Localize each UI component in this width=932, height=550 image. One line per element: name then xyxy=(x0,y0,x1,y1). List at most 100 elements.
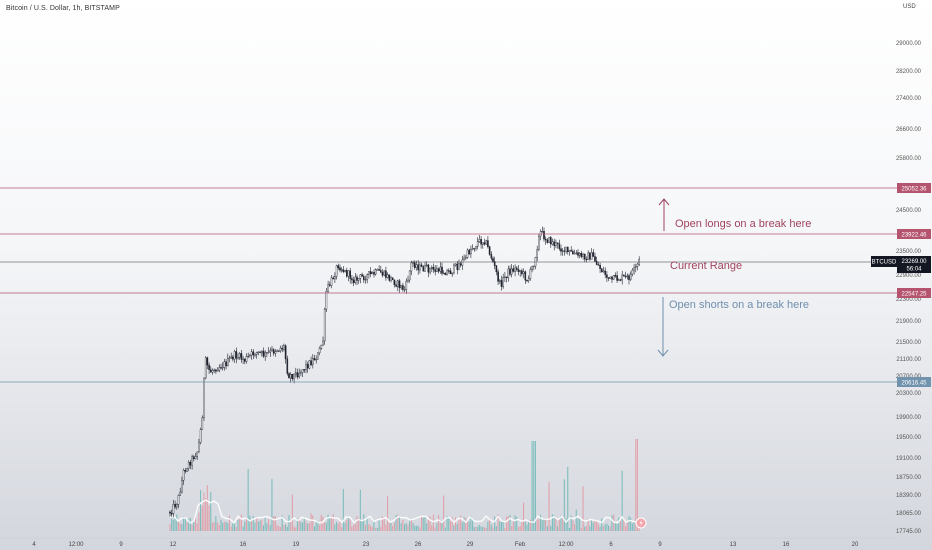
volume-bar xyxy=(373,522,375,531)
candle xyxy=(215,368,217,374)
candle xyxy=(444,272,447,276)
candle xyxy=(434,265,437,276)
candle xyxy=(567,246,569,255)
candle xyxy=(527,275,530,283)
volume-bar xyxy=(626,522,628,531)
volume-bar xyxy=(633,521,635,531)
volume-bar xyxy=(211,522,213,531)
volume-bar xyxy=(249,515,251,531)
candle xyxy=(196,451,199,460)
candle xyxy=(225,358,227,370)
candle xyxy=(174,500,176,509)
volume-bar xyxy=(213,522,215,531)
volume-bar xyxy=(196,523,198,531)
candle xyxy=(346,267,348,278)
bar-countdown: 56:04 xyxy=(906,267,922,273)
volume-bar xyxy=(422,517,424,531)
candle xyxy=(417,260,420,275)
volume-bar xyxy=(324,522,326,531)
candle xyxy=(395,280,397,288)
volume-bar xyxy=(492,527,494,531)
candle xyxy=(437,267,440,274)
current-price-badge: BTCUSD 23269.00 56:04 xyxy=(871,256,931,273)
candle xyxy=(376,268,379,271)
candle xyxy=(194,453,197,460)
candle xyxy=(327,280,329,294)
candle xyxy=(558,239,561,251)
time-tick-label: 20 xyxy=(852,542,859,548)
candle xyxy=(391,277,394,281)
candle xyxy=(286,355,289,376)
candle xyxy=(465,254,467,261)
price-tick-label: 22900.00 xyxy=(896,273,922,279)
candle xyxy=(342,266,345,274)
candle xyxy=(563,246,566,256)
candle xyxy=(611,275,613,283)
volume-bar xyxy=(455,517,457,531)
range-annotation[interactable]: Current Range xyxy=(670,260,742,272)
volume-bar xyxy=(429,516,431,531)
candle xyxy=(169,510,171,517)
volume-bar xyxy=(339,521,341,531)
flash-event-icon[interactable] xyxy=(635,517,647,529)
candle xyxy=(493,256,496,270)
candle xyxy=(427,263,430,278)
volume-bar xyxy=(366,517,368,531)
candle xyxy=(371,271,374,275)
volume-bar xyxy=(186,522,188,531)
candle xyxy=(368,271,370,279)
volume-bar xyxy=(568,527,570,531)
volume-bar xyxy=(262,525,264,531)
volume-bar xyxy=(602,526,604,531)
time-tick-label: 12:00 xyxy=(68,542,84,548)
volume-bar xyxy=(472,519,474,531)
volume-bar xyxy=(500,520,502,531)
volume-bar xyxy=(511,526,513,531)
candle xyxy=(199,427,202,445)
candle xyxy=(223,358,226,371)
price-tick-label: 28200.00 xyxy=(896,69,922,75)
candle xyxy=(179,487,182,496)
candle xyxy=(235,347,238,364)
volume-bar xyxy=(358,518,360,531)
volume-bar xyxy=(288,515,290,531)
volume-bar xyxy=(351,526,353,531)
candle xyxy=(499,278,501,284)
volume-bar xyxy=(336,521,338,531)
volume-bar xyxy=(252,515,254,531)
longs-annotation[interactable]: Open longs on a break here xyxy=(675,218,811,230)
volume-bar xyxy=(572,520,574,531)
candle xyxy=(551,238,554,246)
volume-bar xyxy=(509,514,511,531)
candle xyxy=(441,262,443,276)
candle xyxy=(429,267,431,275)
volume-bar xyxy=(261,519,263,531)
volume-bar xyxy=(524,521,526,531)
volume-bar xyxy=(460,515,462,531)
candle xyxy=(317,352,319,360)
volume-bar xyxy=(217,522,219,531)
volume-bar xyxy=(177,521,179,531)
candle xyxy=(556,242,559,249)
candle xyxy=(305,360,307,374)
candle xyxy=(303,369,306,373)
time-axis: 4 12:00 9 12 16 19 23 26 29 Feb 12:00 6 9 13 16 20 xyxy=(32,542,859,548)
candle xyxy=(243,358,246,365)
volume-bar xyxy=(635,439,637,531)
volume-bar xyxy=(210,492,212,531)
volume-bar xyxy=(200,490,202,531)
volume-bar xyxy=(206,485,208,531)
candle xyxy=(245,353,248,364)
volume-bar xyxy=(441,521,443,531)
candle xyxy=(211,368,214,375)
candle xyxy=(240,350,243,363)
shorts-annotation[interactable]: Open shorts on a break here xyxy=(669,299,809,311)
volume-bar xyxy=(234,522,236,531)
candle xyxy=(604,267,606,279)
candle xyxy=(213,368,216,373)
current-price-value: 23269.00 xyxy=(901,259,927,265)
candle xyxy=(335,264,338,280)
candle xyxy=(505,276,508,283)
candle xyxy=(356,274,358,286)
